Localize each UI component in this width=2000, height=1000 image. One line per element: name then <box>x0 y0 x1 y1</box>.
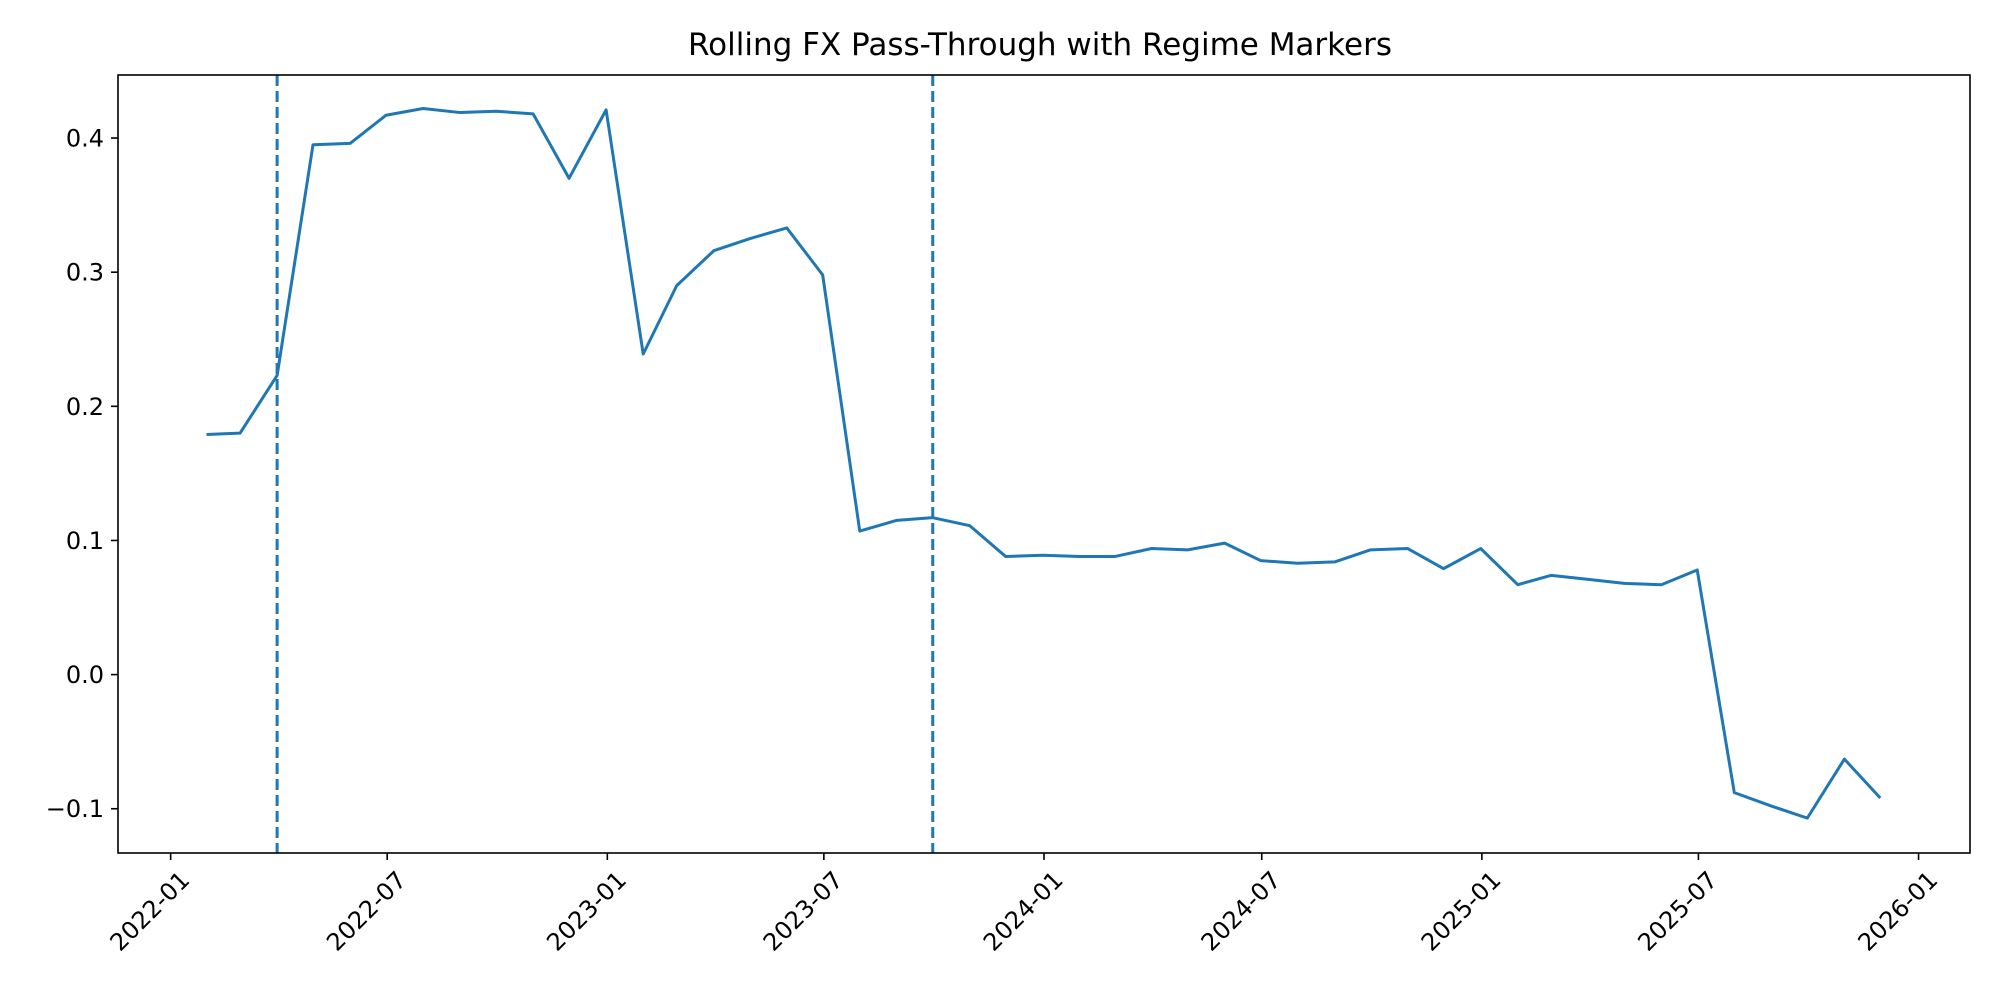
x-tick-label-5: 2024-07 <box>1196 866 1287 957</box>
axes-frame <box>117 74 1971 854</box>
y-tick-label-2: 0.1 <box>66 527 104 555</box>
x-tick-label-1: 2022-07 <box>321 866 412 957</box>
y-tick-label-5: 0.4 <box>66 125 104 153</box>
x-tick-label-8: 2026-01 <box>1853 866 1944 957</box>
x-tick-label-2: 2023-01 <box>541 866 632 957</box>
y-tick-label-0: −0.1 <box>46 795 104 823</box>
x-tick-label-7: 2025-07 <box>1632 866 1723 957</box>
chart-title: Rolling FX Pass-Through with Regime Mark… <box>688 27 1392 63</box>
y-tick-label-4: 0.3 <box>66 259 104 287</box>
series-line-0 <box>206 107 1882 820</box>
y-tick-label-1: 0.0 <box>66 661 104 689</box>
y-tick-label-3: 0.2 <box>66 393 104 421</box>
plot-area <box>206 75 1882 853</box>
axes: −0.1 0.0 0.1 0.2 0.3 0.4 2022-01 2022-07 2023-01… <box>46 74 1971 957</box>
x-tick-label-4: 2024-01 <box>978 866 1069 957</box>
x-tick-label-6: 2025-01 <box>1416 866 1507 957</box>
x-tick-label-0: 2022-01 <box>105 866 196 957</box>
x-tick-label-3: 2023-07 <box>758 866 849 957</box>
